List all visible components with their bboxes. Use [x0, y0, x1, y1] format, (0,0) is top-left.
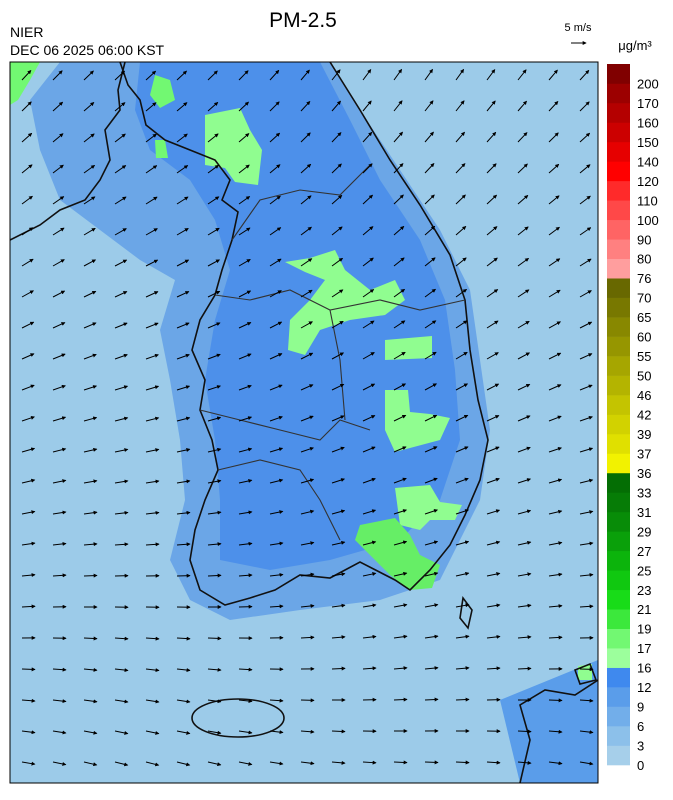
legend-label: 9: [637, 700, 644, 715]
legend-label: 140: [637, 154, 659, 169]
legend-swatch: [607, 220, 630, 240]
legend-label: 25: [637, 563, 651, 578]
legend-swatch: [607, 103, 630, 123]
legend-label: 76: [637, 271, 651, 286]
legend-label: 3: [637, 739, 644, 754]
legend-label: 200: [637, 76, 659, 91]
legend-label: 0: [637, 758, 644, 773]
wind-arrow: [84, 638, 97, 639]
legend-label: 55: [637, 349, 651, 364]
wind-arrow: [425, 699, 438, 700]
legend-label: 100: [637, 213, 659, 228]
legend-swatch: [607, 64, 630, 84]
legend-label: 120: [637, 174, 659, 189]
legend-swatch: [607, 629, 630, 649]
legend-label: 150: [637, 135, 659, 150]
timestamp: DEC 06 2025 06:00 KST: [10, 42, 165, 58]
legend-swatch: [607, 609, 630, 629]
wind-arrow: [332, 731, 345, 732]
legend-swatch: [607, 122, 630, 142]
legend-swatch: [607, 161, 630, 181]
legend-swatch: [607, 512, 630, 532]
legend-label: 29: [637, 524, 651, 539]
legend-swatch: [607, 356, 630, 376]
legend-swatch: [607, 376, 630, 396]
legend-swatch: [607, 337, 630, 357]
legend-swatch: [607, 317, 630, 337]
legend-swatch: [607, 590, 630, 610]
legend-swatch: [607, 181, 630, 201]
legend-label: 36: [637, 466, 651, 481]
wind-arrow: [456, 699, 469, 700]
legend-swatch: [607, 200, 630, 220]
legend-swatch: [607, 298, 630, 318]
field-green: [385, 336, 432, 360]
legend: 0369121617192123252729313336373942465055…: [607, 64, 659, 773]
legend-swatch: [607, 453, 630, 473]
legend-swatch: [607, 239, 630, 259]
map: [10, 62, 598, 783]
legend-label: 70: [637, 291, 651, 306]
legend-label: 90: [637, 232, 651, 247]
legend-label: 170: [637, 96, 659, 111]
legend-swatch: [607, 726, 630, 746]
legend-label: 16: [637, 661, 651, 676]
wind-arrow: [208, 575, 221, 576]
wind-arrow: [84, 575, 97, 576]
legend-swatch: [607, 492, 630, 512]
legend-label: 80: [637, 252, 651, 267]
legend-swatch: [607, 395, 630, 415]
legend-swatch: [607, 278, 630, 298]
legend-swatch: [607, 668, 630, 688]
wind-arrow: [518, 731, 531, 732]
wind-scale-label: 5 m/s: [565, 22, 592, 34]
wind-arrow: [394, 699, 407, 700]
title: PM-2.5: [269, 9, 337, 32]
legend-label: 6: [637, 719, 644, 734]
legend-label: 37: [637, 446, 651, 461]
agency: NIER: [10, 24, 43, 40]
wind-arrow: [518, 668, 531, 669]
legend-swatch: [607, 142, 630, 162]
legend-label: 31: [637, 505, 651, 520]
legend-label: 12: [637, 680, 651, 695]
legend-swatch: [607, 83, 630, 103]
legend-label: 42: [637, 408, 651, 423]
wind-arrow: [394, 762, 407, 763]
legend-swatch: [607, 551, 630, 571]
legend-swatch: [607, 707, 630, 727]
legend-label: 33: [637, 485, 651, 500]
legend-swatch: [607, 746, 630, 766]
legend-swatch: [607, 259, 630, 279]
legend-unit: μg/m³: [618, 38, 652, 53]
wind-arrow: [456, 762, 469, 763]
legend-label: 23: [637, 583, 651, 598]
legend-label: 21: [637, 602, 651, 617]
legend-label: 19: [637, 622, 651, 637]
legend-swatch: [607, 531, 630, 551]
wind-arrow: [332, 668, 345, 669]
legend-swatch: [607, 415, 630, 435]
legend-label: 160: [637, 115, 659, 130]
legend-swatch: [607, 570, 630, 590]
legend-label: 27: [637, 544, 651, 559]
legend-label: 46: [637, 388, 651, 403]
legend-swatch: [607, 648, 630, 668]
legend-label: 60: [637, 330, 651, 345]
legend-label: 17: [637, 641, 651, 656]
legend-label: 65: [637, 310, 651, 325]
legend-swatch: [607, 473, 630, 493]
legend-swatch: [607, 434, 630, 454]
wind-arrow: [208, 638, 221, 639]
legend-label: 39: [637, 427, 651, 442]
legend-label: 50: [637, 369, 651, 384]
wind-arrow: [425, 762, 438, 763]
legend-swatch: [607, 687, 630, 707]
legend-label: 110: [637, 193, 658, 208]
